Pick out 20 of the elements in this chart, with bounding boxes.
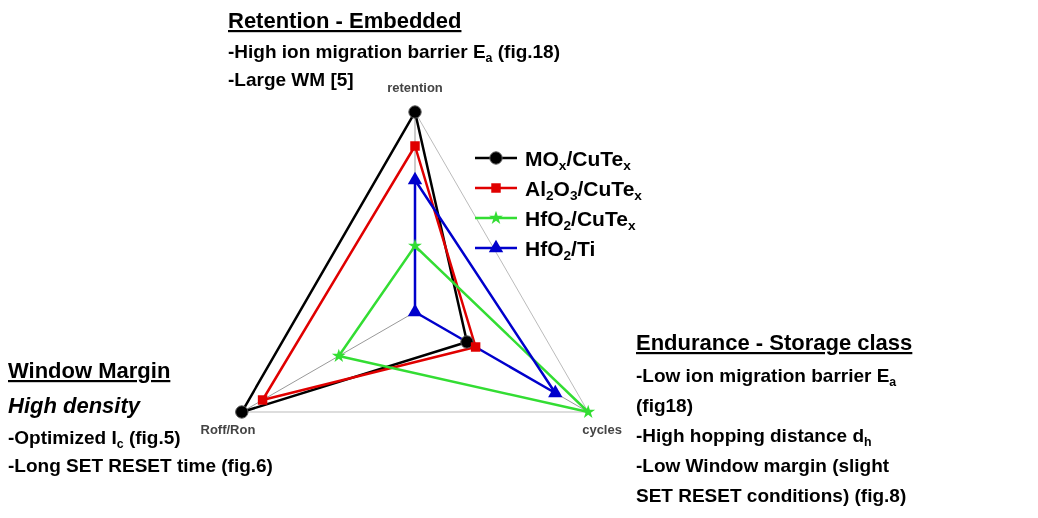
spoke-label: cycles (582, 422, 622, 437)
text: -Optimized I$_{c}$ (fig.5) (8, 427, 181, 451)
text: Endurance - Storage class (636, 330, 913, 355)
text: SET RESET conditions) (fig.8) (636, 485, 907, 506)
legend-label: HfO$_{2}$/Ti (525, 237, 596, 264)
spoke-label: Roff/Ron (200, 422, 256, 437)
spoke-label: retention (387, 80, 443, 95)
text: -High hopping distance d$_{h}$ (636, 425, 872, 449)
text: -Low Window margin (slight (636, 455, 890, 476)
text: -High ion migration barrier E$_{a}$ (fig.18) (228, 41, 561, 65)
legend-label: Al$_{2}$O$_{3}$/CuTe$_{x}$ (525, 177, 643, 204)
text: -Long SET RESET time (fig.6) (8, 455, 273, 476)
text: -Large WM [5] (228, 69, 354, 90)
text: Retention - Embedded (228, 8, 462, 33)
text: High density (8, 393, 142, 418)
legend-label: MO$_{x}$/CuTe$_{x}$ (525, 147, 632, 174)
text: Window Margin (8, 358, 171, 383)
text: -Low ion migration barrier E$_{a}$ (636, 365, 897, 389)
legend-label: HfO$_{2}$/CuTe$_{x}$ (525, 207, 636, 234)
text: (fig18) (636, 395, 693, 416)
